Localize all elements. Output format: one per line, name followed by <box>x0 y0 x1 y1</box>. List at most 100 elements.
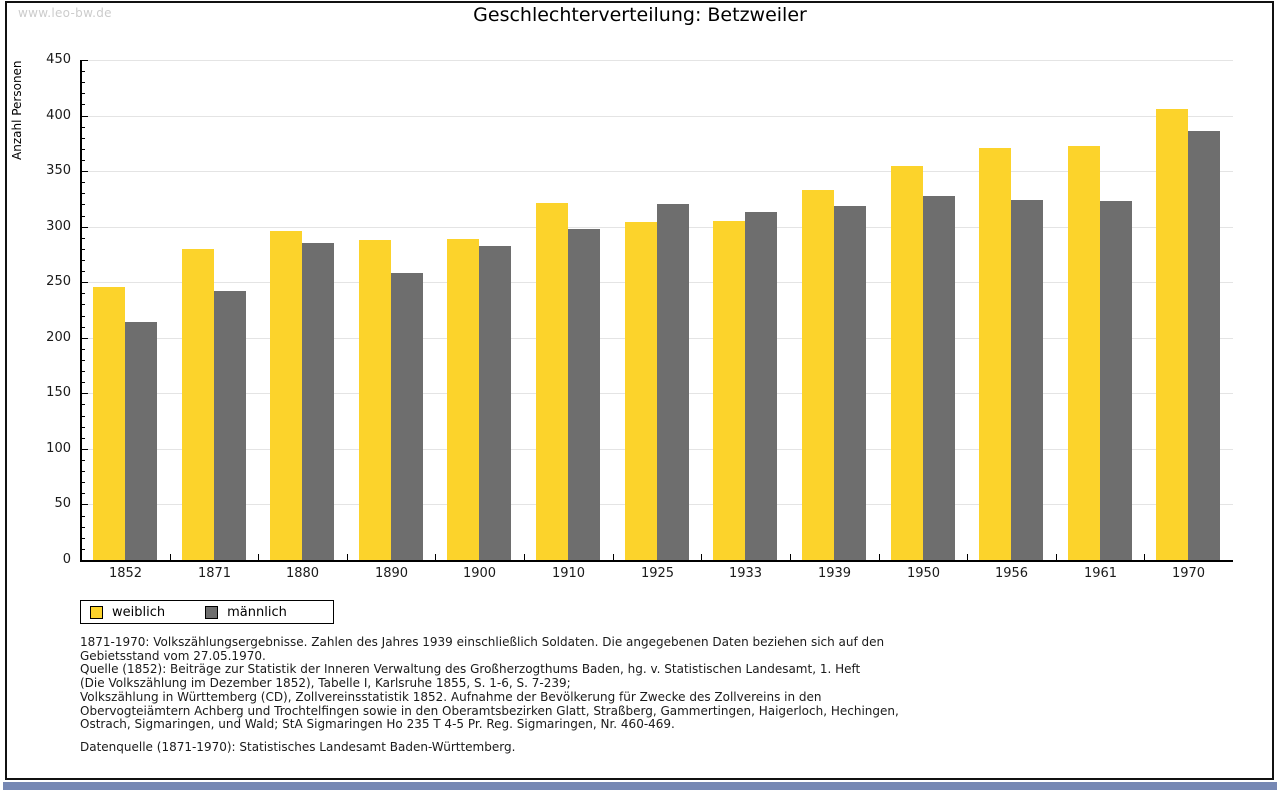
y-axis-tick-label: 150 <box>46 385 71 400</box>
bar-männlich-1900 <box>479 246 511 560</box>
legend-label: weiblich <box>112 604 166 620</box>
bar-männlich-1961 <box>1100 201 1132 560</box>
y-tick <box>81 482 85 483</box>
legend-item-männlich: männlich <box>205 605 287 620</box>
x-tick <box>524 554 525 560</box>
gridline <box>81 171 1233 172</box>
y-tick <box>81 82 85 83</box>
y-axis-line <box>80 60 82 562</box>
y-tick <box>81 338 88 339</box>
bar-weiblich-1961 <box>1068 146 1100 560</box>
y-axis-tick-label: 50 <box>54 496 71 511</box>
y-tick <box>81 304 85 305</box>
legend: weiblich männlich <box>80 600 334 624</box>
x-axis-line <box>80 560 1233 562</box>
y-tick <box>81 427 85 428</box>
legend-swatch-weiblich <box>90 605 103 619</box>
y-tick <box>81 182 85 183</box>
y-tick <box>81 204 85 205</box>
y-tick <box>81 538 85 539</box>
y-tick <box>81 238 85 239</box>
x-axis-tick-label: 1890 <box>374 566 409 581</box>
x-axis-tick-label: 1961 <box>1083 566 1118 581</box>
bar-weiblich-1890 <box>359 240 391 560</box>
bar-männlich-1925 <box>657 204 689 560</box>
bar-weiblich-1900 <box>447 239 479 560</box>
bar-männlich-1933 <box>745 212 777 560</box>
y-axis-tick-label: 400 <box>46 108 71 123</box>
footnote-line: Ostrach, Sigmaringen, und Wald; StA Sigm… <box>80 717 675 732</box>
y-tick <box>81 127 85 128</box>
x-axis-tick-label: 1900 <box>462 566 497 581</box>
x-axis-tick-label: 1880 <box>285 566 320 581</box>
y-tick <box>81 171 88 172</box>
y-tick <box>81 327 85 328</box>
x-tick <box>1144 554 1145 560</box>
bar-weiblich-1852 <box>93 287 125 560</box>
legend-item-weiblich: weiblich <box>90 605 165 620</box>
y-axis-tick-label: 350 <box>46 163 71 178</box>
y-tick <box>81 93 85 94</box>
x-tick <box>1056 554 1057 560</box>
y-axis-tick-label: 100 <box>46 441 71 456</box>
footnote-line: (Die Volkszählung im Dezember 1852), Tab… <box>80 676 571 691</box>
y-tick <box>81 504 88 505</box>
y-tick <box>81 527 85 528</box>
watermark: www.leo-bw.de <box>18 6 112 20</box>
bar-weiblich-1970 <box>1156 109 1188 560</box>
bar-männlich-1890 <box>391 273 423 560</box>
y-tick <box>81 116 88 117</box>
bar-weiblich-1910 <box>536 203 568 560</box>
gridline <box>81 60 1233 61</box>
y-tick <box>81 193 85 194</box>
bar-männlich-1880 <box>302 243 334 560</box>
y-tick <box>81 271 85 272</box>
y-tick <box>81 349 85 350</box>
x-tick <box>347 554 348 560</box>
y-tick <box>81 360 85 361</box>
bar-weiblich-1880 <box>270 231 302 560</box>
x-axis-tick-label: 1871 <box>197 566 232 581</box>
x-tick <box>790 554 791 560</box>
y-tick <box>81 493 85 494</box>
y-tick <box>81 160 85 161</box>
datasource-line: Datenquelle (1871-1970): Statistisches L… <box>80 739 516 754</box>
y-tick <box>81 416 85 417</box>
x-axis-tick-label: 1925 <box>640 566 675 581</box>
footnote-line: 1871-1970: Volkszählungsergebnisse. Zahl… <box>80 635 885 649</box>
y-tick <box>81 227 88 228</box>
chart-title: Geschlechterverteilung: Betzweiler <box>473 4 807 26</box>
x-axis-tick-label: 1956 <box>994 566 1029 581</box>
bottom-scrollbar[interactable] <box>3 782 1277 790</box>
x-axis-tick-label: 1910 <box>551 566 586 581</box>
y-tick <box>81 404 85 405</box>
y-tick <box>81 71 85 72</box>
x-tick <box>967 554 968 560</box>
footnotes: 1871-1970: Volkszählungsergebnisse. Zahl… <box>80 635 1240 755</box>
y-tick <box>81 516 85 517</box>
bar-männlich-1939 <box>834 206 866 560</box>
y-axis-tick-label: 250 <box>46 274 71 289</box>
x-tick <box>879 554 880 560</box>
bar-weiblich-1939 <box>802 190 834 560</box>
x-tick <box>701 554 702 560</box>
y-axis-tick-label: 450 <box>46 52 71 67</box>
footnote-line: Quelle (1852): Beiträge zur Statistik de… <box>80 662 861 677</box>
x-tick <box>170 554 171 560</box>
x-tick <box>435 554 436 560</box>
y-tick <box>81 149 85 150</box>
footnote-line: Gebietsstand vom 27.05.1970. <box>80 648 266 663</box>
bar-männlich-1852 <box>125 322 157 560</box>
y-tick <box>81 393 88 394</box>
bar-männlich-1956 <box>1011 200 1043 560</box>
x-tick <box>258 554 259 560</box>
y-tick <box>81 371 85 372</box>
y-axis-tick-label: 0 <box>62 552 71 567</box>
y-tick <box>81 449 88 450</box>
bar-weiblich-1925 <box>625 222 657 560</box>
y-axis-tick-label: 200 <box>46 330 71 345</box>
legend-label: männlich <box>227 604 287 620</box>
y-tick <box>81 460 85 461</box>
y-tick <box>81 549 85 550</box>
